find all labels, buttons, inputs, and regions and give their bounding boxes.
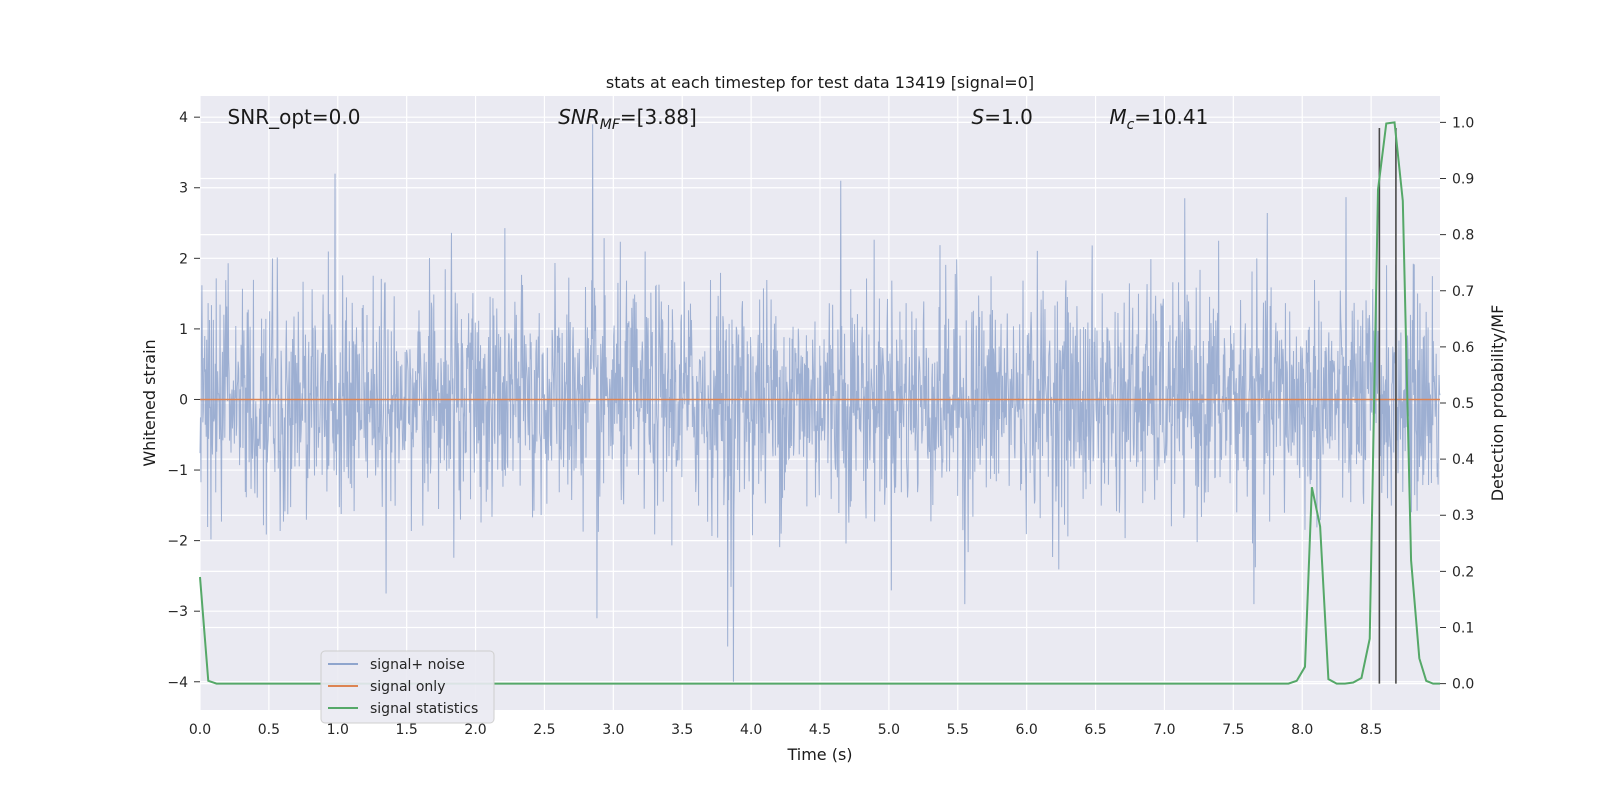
chart-title: stats at each timestep for test data 134… (606, 73, 1034, 92)
x-tick-label: 1.5 (396, 722, 418, 738)
y-tick-label: −2 (167, 534, 188, 550)
legend: signal+ noise signal only signal statist… (320, 650, 495, 724)
x-tick-label: 6.5 (1084, 722, 1106, 738)
y-tick-label: 1 (179, 322, 188, 338)
marker-lines (1378, 127, 1397, 684)
x-tick-label: 2.0 (464, 722, 486, 738)
legend-label-signal-statistics: signal statistics (370, 701, 478, 717)
x-tick-label: 5.0 (878, 722, 900, 738)
y2-tick-label: 0.9 (1452, 172, 1474, 188)
y-tick-label: 3 (179, 181, 188, 197)
annotations: SNR_opt=0.0 SNRMF=[3.88] S=1.0 Mc=10.41 (228, 105, 1209, 133)
y2-tick-label: 0.6 (1452, 340, 1474, 356)
y2-tick-label: 1.0 (1452, 115, 1474, 131)
x-tick-label: 8.0 (1291, 722, 1313, 738)
annotation: S=1.0 (972, 105, 1033, 129)
x-axis-label: Time (s) (786, 745, 852, 764)
annotation: SNRMF=[3.88] (558, 105, 697, 133)
y-axis-label: Whitened strain (140, 339, 159, 466)
x-tick-label: 6.0 (1016, 722, 1038, 738)
y2-tick-label: 0.2 (1452, 564, 1474, 580)
x-axis-ticks: 0.0 0.5 1.0 1.5 2.0 2.5 3.0 3.5 4.0 4.5 5.0 5.5 6.0 6… (189, 722, 1382, 738)
legend-label-signal-noise: signal+ noise (370, 657, 465, 673)
x-tick-label: 3.0 (602, 722, 624, 738)
y2-tick-label: 0.7 (1452, 284, 1474, 300)
x-tick-label: 3.5 (671, 722, 693, 738)
x-tick-label: 5.5 (947, 722, 969, 738)
y2-tick-label: 0.8 (1452, 228, 1474, 244)
y2-axis-label: Detection probability/MF (1488, 305, 1507, 502)
x-tick-label: 2.5 (533, 722, 555, 738)
annotation: SNR_opt=0.0 (228, 105, 361, 129)
y2-tick-label: 0.1 (1452, 620, 1474, 636)
annotation: Mc=10.41 (1109, 105, 1208, 133)
y2-tick-label: 0.5 (1452, 396, 1474, 412)
y-tick-label: −4 (167, 675, 188, 691)
legend-box (320, 650, 495, 724)
x-tick-label: 4.0 (740, 722, 762, 738)
y-tick-label: −1 (167, 463, 188, 479)
x-tick-label: 8.5 (1360, 722, 1382, 738)
y-tick-label: 0 (179, 392, 188, 408)
y-tick-label: 4 (179, 110, 188, 126)
y2-tick-label: 0.4 (1452, 452, 1474, 468)
x-tick-label: 4.5 (809, 722, 831, 738)
y2-tick-label: 0.0 (1452, 677, 1474, 693)
x-tick-label: 1.0 (327, 722, 349, 738)
signal-noise-series (199, 124, 1441, 682)
x-tick-label: 7.5 (1222, 722, 1244, 738)
y2-axis-ticks: 0.0 0.1 0.2 0.3 0.4 0.5 0.6 0.7 0.8 0.9 1.0 (1440, 115, 1474, 693)
x-tick-label: 0.0 (189, 722, 211, 738)
y2-tick-label: 0.3 (1452, 508, 1474, 524)
x-tick-label: 0.5 (258, 722, 280, 738)
x-tick-label: 7.0 (1153, 722, 1175, 738)
legend-label-signal-only: signal only (370, 679, 445, 695)
y-axis-ticks: −4 −3 −2 −1 0 1 2 3 4 (167, 110, 200, 691)
y-tick-label: −3 (167, 604, 188, 620)
signal-noise-line (199, 124, 1441, 682)
y-tick-label: 2 (179, 251, 188, 267)
